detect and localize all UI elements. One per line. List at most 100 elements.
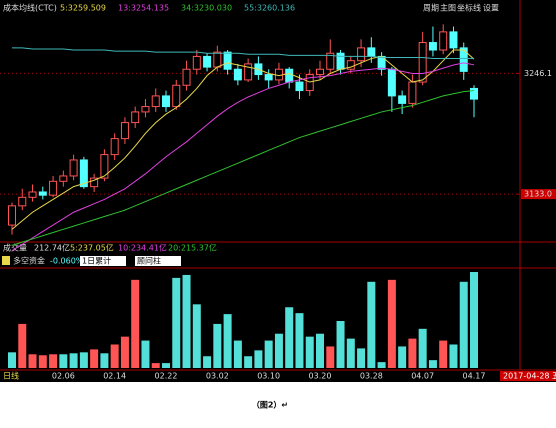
- volume-label: 5:237.05亿: [70, 243, 114, 253]
- legend-entry: 55:3260.136: [244, 4, 295, 13]
- indicator-bar: [428, 360, 437, 368]
- ma-line: [11, 49, 475, 230]
- x-tick-label: 03.28: [360, 372, 383, 381]
- indicator-bar: [162, 363, 170, 368]
- candle-body: [244, 63, 253, 81]
- indicator-bar: [408, 338, 417, 368]
- indicator-bar: [316, 333, 324, 368]
- candle-body: [264, 74, 273, 81]
- indicator-bar: [69, 353, 78, 368]
- candle-body: [162, 95, 170, 108]
- candle-body: [305, 74, 314, 92]
- candle-body: [470, 87, 478, 100]
- candle-body: [49, 180, 58, 196]
- candle-body: [285, 68, 294, 83]
- candle-body: [233, 68, 242, 81]
- candle-body: [418, 42, 427, 83]
- indicator-bar: [326, 346, 335, 368]
- candle-body: [18, 196, 27, 207]
- candle-body: [182, 68, 191, 86]
- indicator-bar: [357, 348, 366, 368]
- x-tick-label: 03.10: [257, 372, 280, 381]
- indicator-bar: [213, 323, 222, 368]
- x-tick-label: 02.06: [52, 372, 75, 381]
- indicator-bar: [8, 352, 16, 368]
- candle-body: [367, 47, 376, 57]
- x-tick-label: 03.20: [309, 372, 332, 381]
- indicator-name: 多空资金: [13, 256, 45, 266]
- indicator-bar: [182, 274, 191, 368]
- period: 日线: [3, 371, 19, 381]
- indicator-bar: [346, 338, 355, 368]
- indicator-bar: [38, 355, 47, 368]
- indicator-bar: [449, 344, 458, 368]
- candle-body: [387, 68, 396, 97]
- indicator-bar: [120, 336, 129, 368]
- indicator-bar: [151, 363, 160, 368]
- candle-body: [59, 175, 68, 182]
- ma-line: [11, 90, 475, 246]
- date: 2017-04-28 五: [503, 372, 556, 381]
- candle-body: [120, 122, 129, 140]
- toolbar-item[interactable]: 坐标线: [457, 3, 481, 13]
- ma-line: [11, 62, 475, 252]
- toolbar-item[interactable]: 主图: [440, 3, 456, 13]
- indicator-bar: [254, 350, 263, 368]
- selector[interactable]: [135, 256, 181, 266]
- icon[interactable]: [2, 256, 10, 265]
- caption: （图2）↵: [252, 400, 288, 410]
- indicator-bar: [141, 340, 150, 368]
- indicator-bar: [459, 281, 468, 368]
- indicator-bar: [274, 333, 283, 368]
- indicator-bar: [59, 354, 68, 368]
- indicator-bar: [387, 279, 396, 368]
- candle-body: [141, 106, 150, 113]
- chart-title: 成本均线(CTC): [3, 3, 57, 13]
- candle-body: [110, 138, 119, 156]
- candle-body: [192, 55, 201, 70]
- candle-body: [38, 191, 47, 196]
- candle-body: [69, 159, 78, 177]
- x-tick-label: 02.22: [155, 372, 178, 381]
- volume-label: 212.74亿: [34, 243, 70, 253]
- y-tick-label: 3246.1: [524, 69, 552, 78]
- indicator-bar: [367, 281, 376, 368]
- indicator-bar: [336, 320, 345, 368]
- selector-text: 顾问柱: [137, 256, 161, 266]
- candle-body: [131, 111, 140, 124]
- indicator-bar: [223, 314, 232, 368]
- candle-body: [295, 81, 304, 92]
- volume-label: 成交量: [3, 243, 27, 253]
- toolbar-item[interactable]: 周期: [423, 4, 439, 13]
- toolbar-item[interactable]: 设置: [483, 3, 499, 13]
- candle-body: [439, 31, 448, 51]
- indicator-bar: [418, 328, 427, 368]
- candle-body: [408, 81, 417, 104]
- candle-body: [79, 159, 88, 188]
- ma-line: [12, 47, 475, 60]
- selector[interactable]: [80, 256, 126, 266]
- indicator-bar: [439, 340, 448, 368]
- indicator-bar: [79, 352, 88, 368]
- candle-body: [357, 47, 366, 62]
- candle-body: [346, 60, 355, 70]
- x-tick-label: 04.17: [463, 372, 486, 381]
- candle-body: [316, 68, 324, 76]
- volume-label: 20:215.37亿: [168, 243, 217, 253]
- candle-body: [8, 205, 16, 226]
- indicator-bar: [90, 349, 99, 368]
- indicator-bar: [49, 354, 58, 368]
- legend-entry: 34:3230.030: [181, 4, 232, 13]
- indicator-bar: [110, 344, 119, 368]
- legend-entry: 13:3254.135: [118, 4, 169, 13]
- candle-body: [428, 42, 437, 51]
- indicator-bar: [192, 304, 201, 368]
- indicator-bar: [305, 336, 314, 368]
- candle-body: [151, 95, 160, 108]
- candle-body: [398, 95, 407, 104]
- candle-body: [213, 51, 222, 68]
- candle-body: [449, 31, 458, 49]
- indicator-bar: [131, 279, 140, 368]
- volume-label: 10:234.41亿: [118, 243, 167, 253]
